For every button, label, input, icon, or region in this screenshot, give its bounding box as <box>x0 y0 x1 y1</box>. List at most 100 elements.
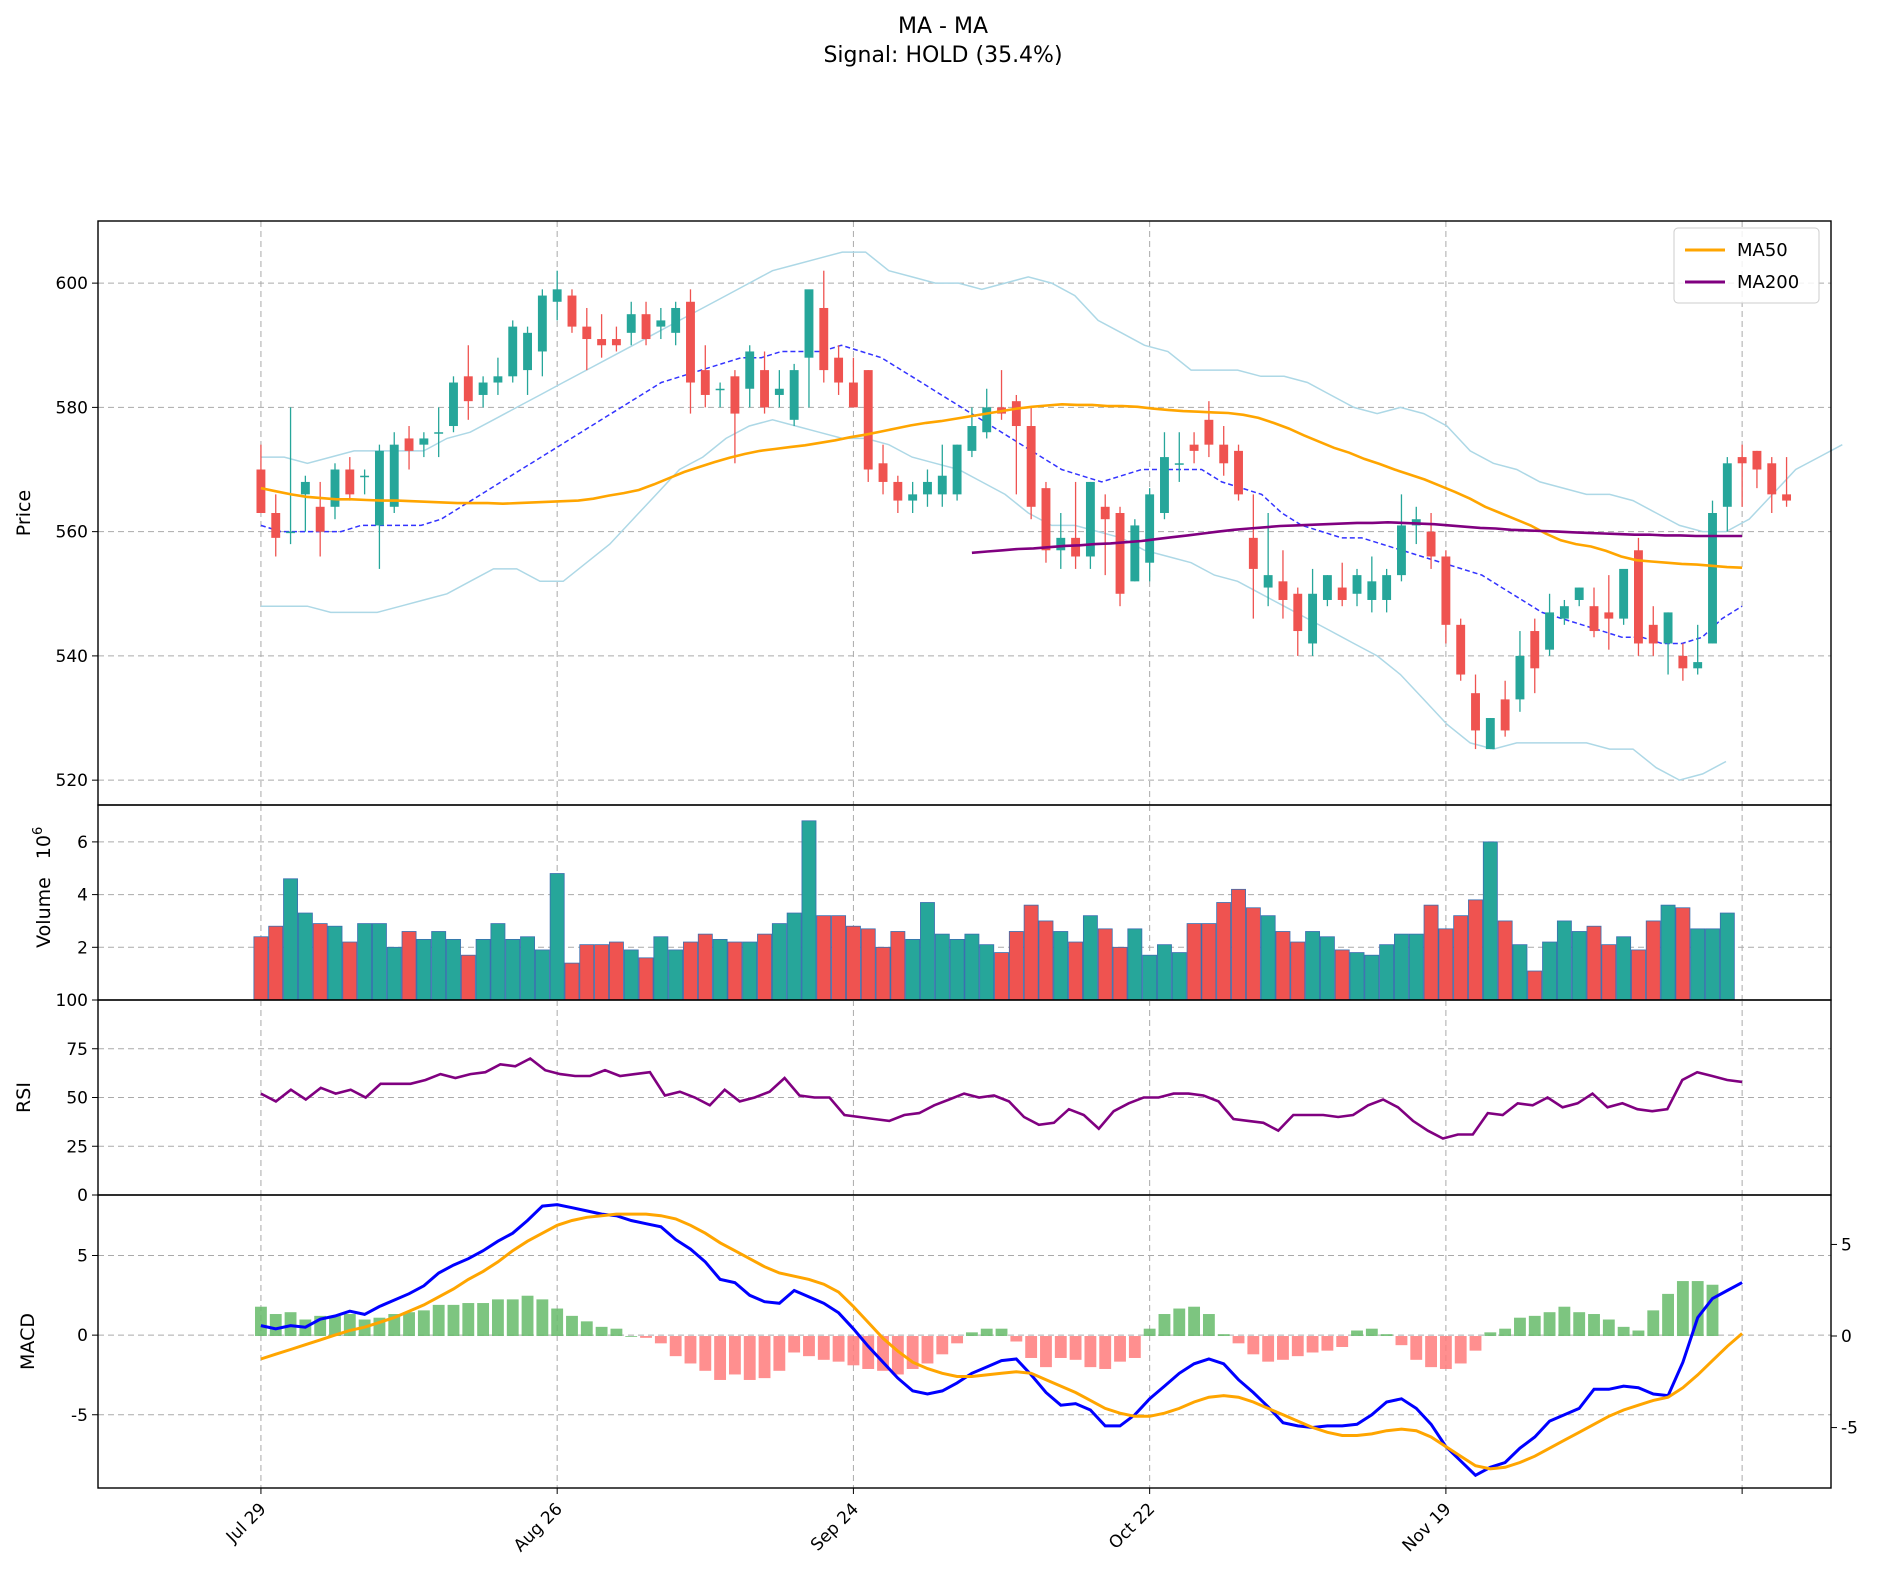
x-tick-label: Oct 22 <box>1105 1499 1159 1553</box>
rsi-line <box>260 1056 1743 1140</box>
candle-body <box>1545 612 1555 650</box>
volume-bar <box>1379 944 1395 1001</box>
candle-body <box>686 301 695 383</box>
volume-bar <box>890 931 906 1001</box>
rsi-ylabel: RSI <box>13 1082 35 1113</box>
volume-bar <box>297 912 313 1001</box>
signal-line <box>260 1212 1744 1471</box>
candle-body <box>1737 457 1747 464</box>
volume-bar <box>475 938 491 1001</box>
candle-body <box>508 326 518 377</box>
price-ytick-label: 520 <box>56 771 88 791</box>
candle-body <box>1708 513 1717 644</box>
candle-body <box>582 326 592 340</box>
volume-bar <box>357 923 373 1001</box>
candle-body <box>374 450 384 526</box>
macd-histogram-bar <box>1469 1336 1482 1351</box>
candle-body <box>1500 699 1510 731</box>
macd-ytick-label: 0 <box>77 1326 88 1346</box>
candle-body <box>1589 606 1599 632</box>
candle-body <box>804 289 814 358</box>
candle-body <box>286 531 295 534</box>
macd-histogram-bar <box>432 1304 445 1337</box>
candle-body <box>1100 506 1110 520</box>
candle-body <box>863 370 873 470</box>
volume-bar <box>1675 907 1691 1001</box>
candle-body <box>1426 531 1436 557</box>
volume-bar <box>1482 841 1498 1001</box>
macd-right-ytick-label: 0 <box>1841 1327 1852 1347</box>
candle-body <box>671 307 681 333</box>
candle-body <box>656 320 666 327</box>
rsi-ytick-label: 25 <box>66 1137 88 1157</box>
candle-body <box>1041 488 1051 551</box>
macd-histogram-bar <box>1084 1336 1097 1368</box>
price-ytick-label: 580 <box>56 398 88 418</box>
volume-bar <box>1023 904 1039 1001</box>
macd-histogram-bar <box>936 1336 949 1355</box>
candle-body <box>1367 581 1377 600</box>
volume-bar <box>312 923 328 1001</box>
candle-body <box>567 295 577 327</box>
volume-bar <box>342 941 358 1001</box>
volume-bar <box>1394 933 1409 1001</box>
volume-bar <box>816 915 832 1001</box>
volume-bar <box>1334 949 1350 1001</box>
candle-body <box>1782 494 1792 501</box>
macd-histogram-bar <box>951 1336 964 1344</box>
candle-body <box>1293 593 1303 632</box>
candle-body <box>493 376 503 383</box>
volume-bar <box>905 938 921 1001</box>
legend-box <box>1673 227 1820 304</box>
volume-bar <box>1527 970 1543 1001</box>
macd-histogram-bar <box>699 1336 712 1371</box>
volume-bar <box>1097 928 1113 1001</box>
x-tick-label: Aug 26 <box>510 1499 567 1556</box>
macd-histogram-bar <box>684 1336 697 1364</box>
candle-body <box>1530 631 1540 669</box>
volume-bar <box>1127 928 1143 1001</box>
x-tick-label: Jul 29 <box>222 1499 270 1547</box>
volume-bar <box>1586 925 1602 1001</box>
macd-histogram-bar <box>447 1304 460 1337</box>
volume-bar <box>371 923 387 1001</box>
macd-histogram-bar <box>1662 1293 1674 1337</box>
volume-bar <box>1423 904 1439 1001</box>
candle-body <box>389 444 399 507</box>
bollinger-lower-line <box>260 419 1727 781</box>
macd-histogram-bar <box>314 1315 327 1337</box>
macd-histogram-bar <box>847 1336 860 1366</box>
volume-bar <box>283 878 298 1001</box>
legend[interactable]: MA50 MA200 <box>1673 227 1820 304</box>
volume-bar <box>327 925 343 1001</box>
price-frame <box>97 220 1832 806</box>
volume-bar <box>253 936 269 1001</box>
macd-histogram-bar <box>1514 1317 1526 1337</box>
macd-right-ytick-label: -5 <box>1841 1419 1858 1439</box>
candle-body <box>952 444 962 495</box>
volume-bar <box>1201 923 1217 1001</box>
candle-body <box>1752 450 1762 470</box>
macd-histogram-bar <box>343 1314 356 1337</box>
volume-bar <box>431 931 447 1001</box>
macd-histogram-bar <box>1617 1326 1630 1337</box>
macd-histogram-bar <box>1173 1308 1186 1337</box>
volume-bar <box>1245 907 1261 1001</box>
macd-histogram-bar <box>773 1336 786 1371</box>
volume-bar <box>1112 946 1128 1001</box>
macd-histogram-bar <box>610 1328 623 1337</box>
macd-histogram-bar <box>551 1308 564 1337</box>
macd-histogram-bar <box>1277 1336 1289 1360</box>
volume-bar <box>490 923 506 1001</box>
legend-label-ma200: MA200 <box>1737 272 1799 293</box>
volume-bar <box>1290 941 1306 1001</box>
volume-bar <box>757 933 772 1001</box>
macd-histogram-bar <box>462 1303 475 1337</box>
volume-bar <box>1497 920 1513 1001</box>
macd-histogram-bar <box>654 1336 667 1344</box>
volume-bar <box>1275 931 1291 1001</box>
volume-ytick-label: 2 <box>77 938 88 958</box>
macd-ylabel: MACD <box>17 1313 39 1370</box>
candle-body <box>700 370 710 395</box>
macd-histogram-bar <box>1321 1336 1334 1351</box>
